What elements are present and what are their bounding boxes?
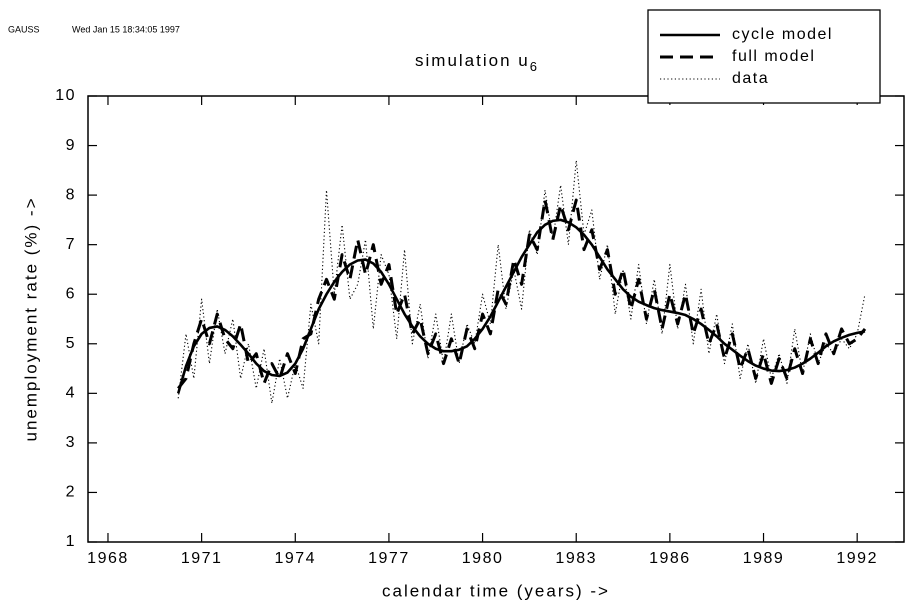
y-tick-label: 5	[66, 335, 76, 352]
y-axis-label: unemployment rate (%) ->	[21, 197, 40, 442]
series-line	[176, 218, 866, 394]
legend-label: full model	[732, 48, 815, 65]
timestamp: Wed Jan 15 18:34:05 1997	[72, 24, 180, 34]
y-tick-label: 1	[66, 533, 76, 550]
x-tick-label: 1980	[462, 550, 504, 567]
y-tick-label: 8	[66, 186, 76, 203]
series-line	[177, 198, 867, 390]
y-tick-label: 3	[66, 434, 76, 451]
x-tick-label: 1977	[368, 550, 410, 567]
x-tick-label: 1986	[649, 550, 691, 567]
y-tick-label: 10	[55, 87, 76, 104]
x-tick-label: 1992	[836, 550, 878, 567]
legend-label: data	[732, 70, 769, 87]
chart-title: simulation u6	[415, 51, 539, 74]
x-axis-label: calendar time (years) ->	[382, 581, 610, 600]
y-tick-label: 7	[66, 236, 76, 253]
title-subscript: 6	[530, 59, 539, 74]
x-tick-label: 1968	[87, 550, 129, 567]
y-tick-label: 4	[66, 385, 76, 402]
plot-frame	[87, 95, 905, 543]
y-tick-label: 2	[66, 484, 76, 501]
x-tick-label: 1989	[743, 550, 785, 567]
y-tick-label: 9	[66, 137, 76, 154]
x-tick-label: 1983	[555, 550, 597, 567]
x-tick-label: 1974	[274, 550, 316, 567]
x-tick-label: 1971	[181, 550, 223, 567]
legend-label: cycle model	[732, 26, 833, 43]
y-tick-label: 6	[66, 285, 76, 302]
title-text: simulation u	[415, 51, 530, 70]
header: GAUSS	[8, 24, 40, 34]
